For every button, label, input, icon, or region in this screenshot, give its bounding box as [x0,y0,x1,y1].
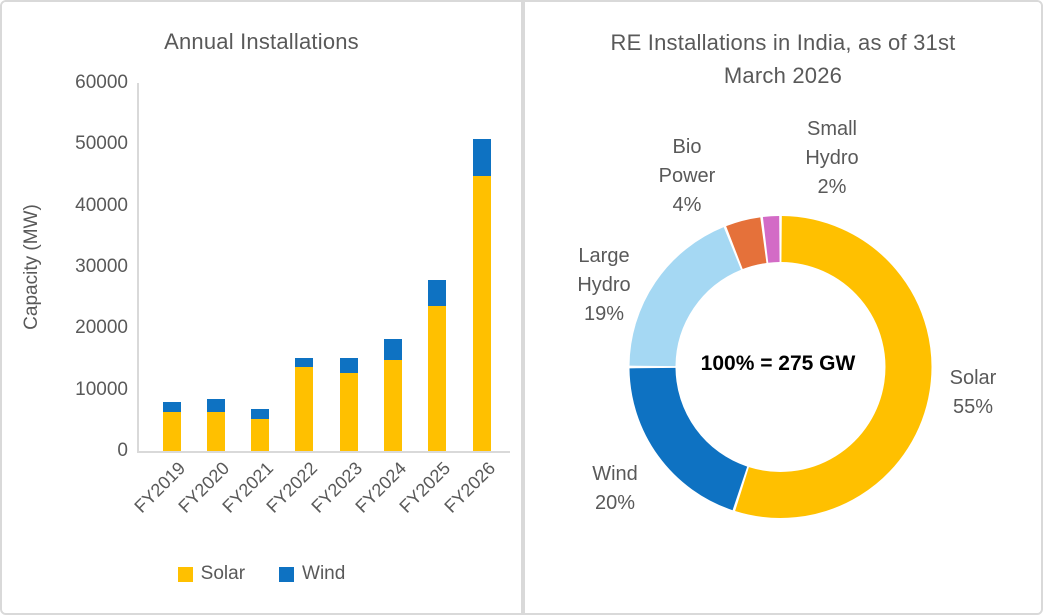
bar-segment-wind-fy2026 [472,139,491,176]
bars [137,83,510,451]
bar-segment-solar-fy2019 [162,412,181,451]
donut-slice-wind [629,367,748,511]
bar-segment-solar-fy2026 [472,176,491,451]
solar-legend-swatch [177,566,193,582]
slice-label-line: Solar [949,367,997,389]
x-tick-fy2025: FY2025 [395,458,455,517]
slice-label-line: Large [578,245,630,267]
legend-item-wind: Wind [279,563,345,585]
slice-label-line: Wind [592,463,638,485]
bar-segment-solar-fy2025 [428,306,447,451]
donut-chart-panel: RE Installations in India, as of 31st Ma… [525,2,1041,613]
bar-segment-wind-fy2023 [339,358,358,373]
slice-label-solar: Solar 55% [950,364,997,422]
slice-label-line: 2% [817,176,847,198]
bar-segment-wind-fy2021 [251,409,270,419]
y-tick: 10000 [75,378,128,400]
slice-label-line: 20% [594,492,636,514]
slice-label-wind: Wind 20% [592,460,638,518]
legend-label-wind: Wind [302,563,346,584]
bar-plot-area [137,83,510,453]
slice-label-line: 4% [672,194,702,216]
bar-segment-solar-fy2021 [251,419,270,451]
donut-chart [629,216,932,518]
bar-segment-solar-fy2020 [206,412,225,451]
y-tick: 0 [117,440,128,461]
bar-segment-wind-fy2020 [206,399,225,412]
donut-title-line-2: March 2026 [723,63,843,88]
bar-segment-wind-fy2019 [162,402,181,412]
donut-center-label: 100% = 275 GW [700,352,856,375]
bar-segment-solar-fy2024 [384,360,402,451]
donut-slice-bio-power [726,217,768,270]
bar-segment-wind-fy2025 [428,280,447,306]
donut-slice-small-hydro [762,216,780,263]
x-tick-fy2023: FY2023 [307,458,366,517]
slice-label-bio-power: Bio Power 4% [659,133,716,220]
donut-title-line-1: RE Installations in India, as of 31st [610,30,956,55]
legend: Solar Wind [2,563,521,585]
bar-segment-wind-fy2022 [295,358,314,367]
bar-segment-solar-fy2023 [339,373,358,451]
legend-item-solar: Solar [177,563,246,585]
y-tick: 50000 [75,133,128,155]
y-tick: 40000 [75,194,128,216]
y-axis-line [137,83,139,451]
x-tick-fy2020: FY2020 [174,458,233,517]
y-tick: 30000 [75,256,128,277]
wind-legend-swatch [279,566,295,582]
y-axis-ticks: 60000 50000 40000 30000 20000 10000 0 [2,2,128,613]
y-tick: 20000 [75,317,128,339]
x-tick-fy2022: FY2022 [262,458,322,517]
x-tick-fy2021: FY2021 [218,458,278,517]
legend-label-solar: Solar [200,563,246,584]
slice-label-line: 55% [952,396,994,418]
x-tick-fy2026: FY2026 [440,458,499,517]
slice-label-large-hydro: Large Hydro 19% [577,242,630,329]
slice-label-line: Hydro [805,147,859,169]
x-tick-fy2024: FY2024 [351,458,411,517]
bar-segment-solar-fy2022 [295,367,314,451]
donut-slice-solar [735,216,932,518]
slice-label-small-hydro: Small Hydro 2% [805,115,858,202]
slice-label-line: Small [806,118,858,140]
bar-segment-wind-fy2024 [384,339,402,360]
slice-label-line: Power [658,165,716,187]
y-tick: 60000 [75,72,128,93]
bar-chart-title: Annual Installations [164,29,359,54]
slice-label-line: Bio [672,136,702,158]
x-axis-line [137,451,510,453]
donut-slice-large-hydro [629,227,742,367]
bar-chart-panel: Annual Installations Capacity (MW) 60000… [2,2,525,613]
slice-label-line: 19% [583,303,625,325]
donut-chart-title: RE Installations in India, as of 31st Ma… [525,26,1041,92]
slice-label-line: Hydro [577,274,631,296]
